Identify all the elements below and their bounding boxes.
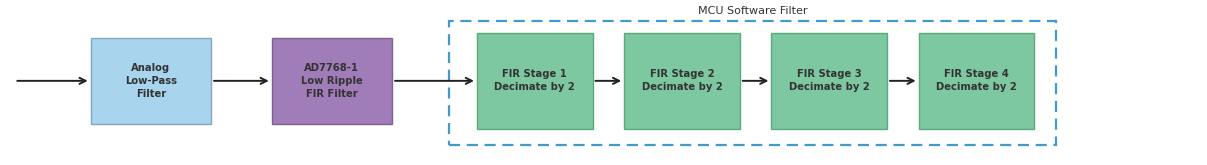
- FancyBboxPatch shape: [919, 33, 1034, 129]
- Text: FIR Stage 1
Decimate by 2: FIR Stage 1 Decimate by 2: [495, 69, 575, 92]
- Text: FIR Stage 4
Decimate by 2: FIR Stage 4 Decimate by 2: [937, 69, 1016, 92]
- FancyBboxPatch shape: [477, 33, 593, 129]
- FancyBboxPatch shape: [91, 38, 211, 124]
- Text: MCU Software Filter: MCU Software Filter: [699, 6, 807, 16]
- FancyBboxPatch shape: [624, 33, 740, 129]
- Text: AD7768-1
Low Ripple
FIR Filter: AD7768-1 Low Ripple FIR Filter: [301, 63, 363, 99]
- FancyBboxPatch shape: [771, 33, 887, 129]
- FancyBboxPatch shape: [272, 38, 392, 124]
- Text: FIR Stage 3
Decimate by 2: FIR Stage 3 Decimate by 2: [789, 69, 869, 92]
- Text: FIR Stage 2
Decimate by 2: FIR Stage 2 Decimate by 2: [642, 69, 722, 92]
- Text: Analog
Low-Pass
Filter: Analog Low-Pass Filter: [124, 63, 177, 99]
